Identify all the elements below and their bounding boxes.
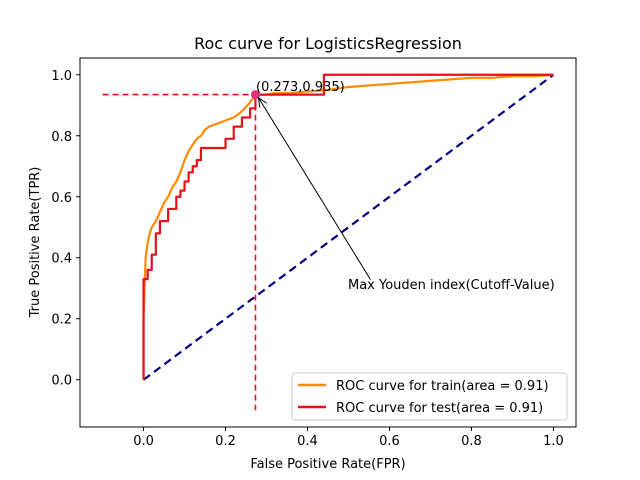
roc-line-test	[142, 73, 554, 380]
y-tick-label: 0.2	[51, 313, 72, 328]
legend-label-test: ROC curve for test(area = 0.91)	[336, 401, 543, 416]
x-tick-label: 0.2	[215, 434, 236, 449]
legend-label-train: ROC curve for train(area = 0.91)	[336, 379, 549, 394]
x-tick-label: 0.8	[461, 434, 482, 449]
x-tick-label: 0.6	[379, 434, 400, 449]
roc-line-train	[142, 73, 554, 380]
plot-lines	[102, 73, 555, 411]
y-tick-label: 0.4	[51, 252, 72, 267]
legend: ROC curve for train(area = 0.91) ROC cur…	[291, 372, 568, 421]
x-tick-label: 0.4	[297, 434, 318, 449]
cutoff-point-label: (0.273,0.935)	[256, 80, 345, 95]
x-axis-label: False Positive Rate(FPR)	[250, 457, 405, 472]
diagonal-reference-line	[142, 73, 555, 381]
cutoff-point-marker	[250, 90, 260, 100]
axis-ticks: 0.0 0.2 0.4 0.6 0.8 1.0 0.0 0.2 0.4 0.6 0.8 1.0	[51, 69, 563, 449]
annotation-arrow-head	[257, 96, 267, 108]
y-tick-label: 0.0	[51, 374, 72, 389]
x-tick-label: 1.0	[543, 434, 564, 449]
y-axis-label: True Positive Rate(TPR)	[28, 167, 43, 319]
y-tick-label: 0.6	[51, 191, 72, 206]
youden-annotation: Max Youden index(Cutoff-Value)	[348, 278, 555, 293]
chart-title: Roc curve for LogisticsRegression	[194, 34, 462, 53]
annotation-arrow-shaft	[258, 97, 371, 280]
y-tick-label: 1.0	[51, 69, 72, 84]
y-tick-label: 0.8	[51, 130, 72, 145]
x-tick-label: 0.0	[133, 434, 154, 449]
legend-box	[291, 372, 568, 421]
